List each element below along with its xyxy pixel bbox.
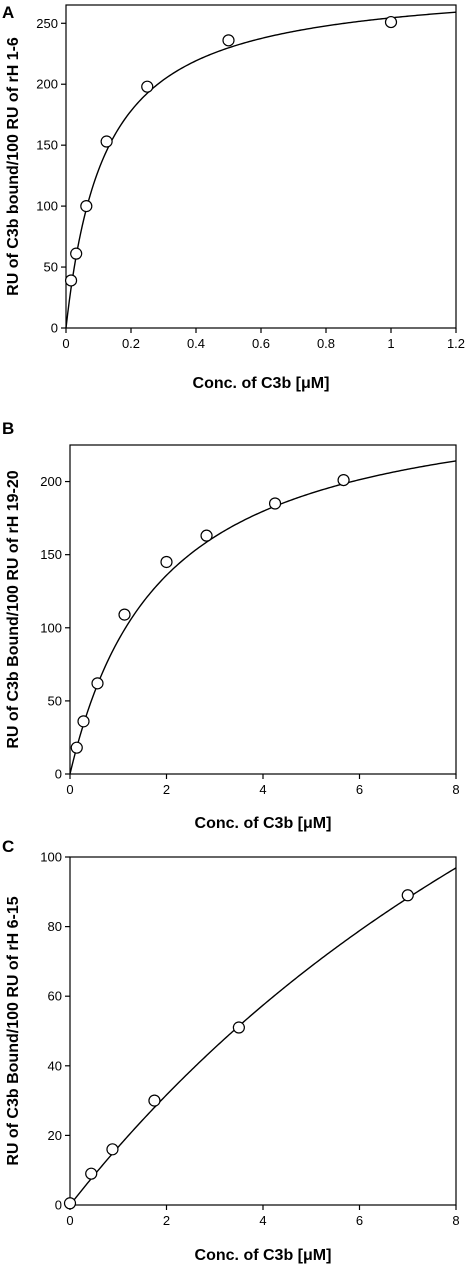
x-tick-label-b: 6 <box>356 782 363 797</box>
x-tick-label-a: 0 <box>62 336 69 351</box>
x-tick-label-c: 2 <box>163 1213 170 1228</box>
x-tick-label-c: 0 <box>66 1213 73 1228</box>
x-tick-label-c: 8 <box>452 1213 459 1228</box>
x-axis-label-a: Conc. of C3b [μM] <box>193 375 330 392</box>
y-tick-label-a: 100 <box>36 199 58 214</box>
fit-curve-b <box>69 460 457 775</box>
data-point-c <box>63 1197 77 1210</box>
x-tick-label-c: 4 <box>259 1213 266 1228</box>
y-tick-label-c: 20 <box>48 1128 62 1143</box>
x-tick-label-b: 4 <box>259 782 266 797</box>
y-tick-label-a: 250 <box>36 16 58 31</box>
x-tick-label-a: 1 <box>387 336 394 351</box>
y-tick-label-c: 0 <box>55 1198 62 1213</box>
panel-letter-b: B <box>2 419 14 438</box>
y-tick-label-b: 50 <box>48 693 62 708</box>
x-tick-label-a: 0.4 <box>187 336 205 351</box>
data-point-b <box>118 608 131 621</box>
y-tick-label-c: 60 <box>48 989 62 1004</box>
data-point-b <box>70 741 83 754</box>
plot-frame-c <box>69 856 457 1206</box>
y-tick-label-c: 40 <box>48 1058 62 1073</box>
x-tick-label-c: 6 <box>356 1213 363 1228</box>
y-tick-label-a: 200 <box>36 77 58 92</box>
data-point-b <box>91 677 104 690</box>
fit-curve-c <box>69 867 457 1206</box>
plot-frame-b <box>69 444 457 775</box>
data-point-a <box>222 34 235 47</box>
fit-curve-a <box>65 11 457 329</box>
data-point-c <box>85 1167 98 1180</box>
y-tick-label-b: 200 <box>40 474 62 489</box>
x-tick-label-b: 8 <box>452 782 459 797</box>
x-axis-label-c: Conc. of C3b [μM] <box>195 1247 332 1264</box>
y-axis-label-b: RU of C3b Bound/100 RU of rH 19-20 <box>5 470 22 748</box>
data-point-c <box>401 889 414 902</box>
plot-frame-a <box>65 4 457 329</box>
data-point-a <box>100 135 113 148</box>
data-point-b <box>337 473 350 487</box>
x-tick-label-a: 0.6 <box>252 336 270 351</box>
x-tick-label-a: 1.2 <box>447 336 465 351</box>
data-point-b <box>200 529 213 542</box>
data-point-a <box>64 274 78 287</box>
x-axis-label-b: Conc. of C3b [μM] <box>195 815 332 832</box>
data-point-b <box>160 555 173 569</box>
y-tick-label-a: 0 <box>51 321 58 336</box>
panel-b: B 0 2 4 6 8 0 50 100 150 200 Conc. of C3b [μM] RU of… <box>2 419 460 832</box>
data-point-b <box>77 715 90 728</box>
y-tick-label-c: 80 <box>48 919 62 934</box>
data-point-a <box>141 80 154 93</box>
y-axis-label-a: RU of C3b bound/100 RU of rH 1-6 <box>5 37 22 296</box>
panel-letter-a: A <box>2 3 14 22</box>
y-tick-label-b: 0 <box>55 767 62 782</box>
y-tick-label-a: 50 <box>44 260 58 275</box>
data-point-b <box>268 497 282 510</box>
y-tick-label-a: 150 <box>36 138 58 153</box>
data-point-a <box>70 247 83 260</box>
panel-a: A 0 0.2 0.4 0.6 0.8 1 1.2 0 50 100 150 200 250 Conc. o… <box>2 3 465 392</box>
data-point-c <box>232 1021 245 1034</box>
x-tick-label-b: 2 <box>163 782 170 797</box>
panel-letter-c: C <box>2 837 14 856</box>
data-point-c <box>106 1143 119 1156</box>
x-tick-label-a: 0.2 <box>122 336 140 351</box>
data-point-a <box>384 15 398 29</box>
y-tick-label-b: 100 <box>40 620 62 635</box>
data-point-a <box>80 200 93 213</box>
data-point-c <box>148 1094 161 1107</box>
y-tick-label-b: 150 <box>40 547 62 562</box>
y-axis-label-c: RU of C3b Bound/100 RU of rH 6-15 <box>5 896 22 1165</box>
x-tick-label-a: 0.8 <box>317 336 335 351</box>
x-tick-label-b: 0 <box>66 782 73 797</box>
y-tick-label-c: 100 <box>40 850 62 865</box>
